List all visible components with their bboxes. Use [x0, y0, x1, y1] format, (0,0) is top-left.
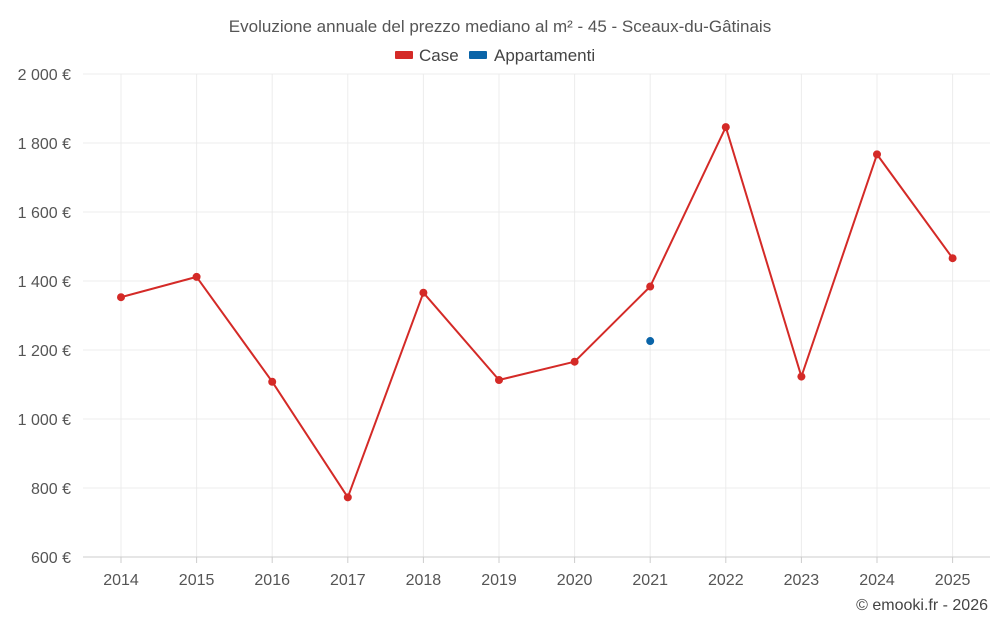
chart-title: Evoluzione annuale del prezzo mediano al…	[229, 17, 771, 36]
legend-label-appartamenti[interactable]: Appartamenti	[494, 46, 595, 65]
x-tick-label: 2014	[103, 572, 139, 589]
data-point-case-2021[interactable]	[646, 282, 655, 291]
x-tick-label: 2017	[330, 572, 366, 589]
data-point-case-2023[interactable]	[797, 372, 806, 381]
y-tick-label: 600 €	[31, 550, 71, 567]
y-tick-label: 1 800 €	[18, 136, 71, 153]
data-point-case-2016[interactable]	[268, 377, 277, 386]
legend[interactable]: Case Appartamenti	[395, 46, 595, 65]
x-tick-label: 2025	[935, 572, 971, 589]
legend-swatch-appartamenti	[469, 51, 487, 59]
legend-label-case[interactable]: Case	[419, 46, 459, 65]
legend-swatch-case	[395, 51, 413, 59]
y-tick-label: 1 600 €	[18, 205, 71, 222]
series-line-case	[120, 126, 954, 499]
data-point-case-2017[interactable]	[343, 493, 352, 502]
x-tick-label: 2015	[179, 572, 215, 589]
x-tick-label: 2023	[784, 572, 820, 589]
data-point-appartamenti-2021[interactable]	[646, 337, 655, 346]
data-point-case-2025[interactable]	[948, 254, 957, 263]
data-point-case-2024[interactable]	[873, 150, 881, 159]
x-tick-label: 2022	[708, 572, 744, 589]
x-tick-label: 2021	[632, 572, 668, 589]
series	[117, 123, 957, 502]
data-point-case-2015[interactable]	[192, 272, 201, 281]
y-tick-label: 800 €	[31, 481, 71, 498]
data-point-case-2018[interactable]	[419, 288, 428, 297]
y-tick-label: 1 200 €	[18, 343, 71, 360]
axes: 600 € 800 € 1 000 € 1 200 € 1 400 € 1 600 € 1 …	[18, 67, 990, 589]
data-point-case-2014[interactable]	[117, 293, 125, 302]
x-tick-label: 2019	[481, 572, 517, 589]
x-tick-label: 2020	[557, 572, 593, 589]
y-tick-label: 1 000 €	[18, 412, 71, 429]
x-tick-label: 2016	[254, 572, 290, 589]
y-tick-label: 1 400 €	[18, 274, 71, 291]
data-point-case-2019[interactable]	[495, 376, 503, 385]
credit-text: © emooki.fr - 2026	[856, 597, 988, 614]
y-tick-label: 2 000 €	[18, 67, 71, 84]
x-tick-label: 2024	[859, 572, 895, 589]
x-tick-label: 2018	[406, 572, 442, 589]
grid	[83, 73, 990, 558]
data-point-case-2022[interactable]	[721, 123, 730, 132]
data-point-case-2020[interactable]	[570, 357, 579, 366]
